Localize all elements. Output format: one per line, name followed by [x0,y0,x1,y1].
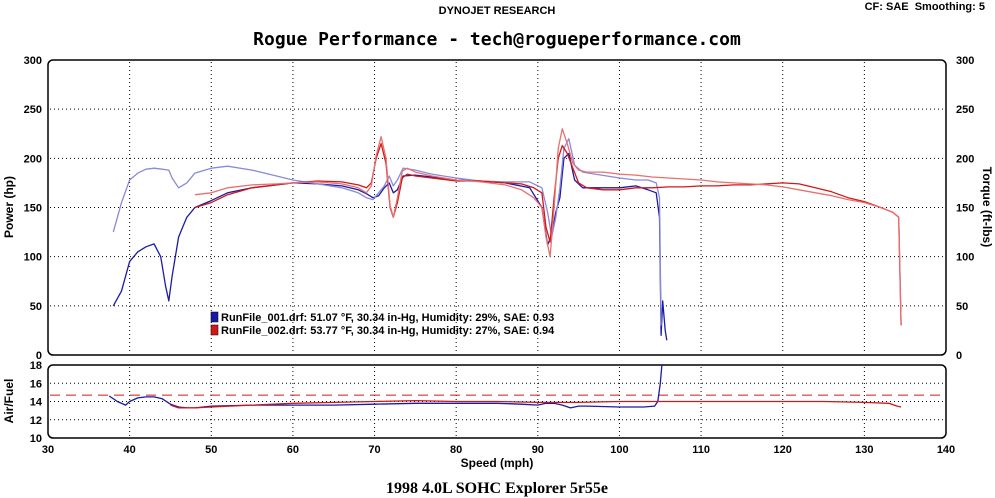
air-fuel-panel: 10 12 14 16 18 Air/Fuel [2,360,947,445]
power-axis-label: Power (hp) [2,176,16,238]
speed-tick-label: 100 [610,444,628,456]
torque-tick-label: 100 [956,252,974,264]
speed-tick-label: 90 [532,444,544,456]
torque-axis-label: Torque (ft-lbs) [980,167,994,247]
torque-tick-label: 300 [956,55,974,67]
af-tick-label: 10 [30,433,42,445]
run2-power-line [194,142,902,326]
af-tick-label: 18 [30,360,42,372]
speed-tick-label: 130 [855,444,873,456]
speed-tick-label: 60 [287,444,299,456]
speed-tick-label: 80 [450,444,462,456]
run2-airfuel-line [170,399,902,409]
legend: RunFile_001.drf: 51.07 °F, 30.34 in-Hg, … [210,311,555,337]
legend-swatch-run1 [210,311,219,323]
power-tick-label: 150 [24,203,42,215]
settings-label: CF: SAE Smoothing: 5 [865,1,985,13]
speed-tick-label: 70 [368,444,380,456]
power-tick-label: 300 [24,55,42,67]
run1-torque-line [112,138,662,326]
run1-airfuel-line [108,364,663,409]
main-series-group [112,128,902,341]
torque-tick-label: 200 [956,153,974,165]
power-tick-label: 0 [36,350,42,362]
run1-power-line [112,152,668,341]
speed-axis-label: Speed (mph) [461,456,534,470]
af-tick-label: 14 [30,397,43,409]
speed-tick-label: 110 [692,444,710,456]
run2-torque-line [194,128,902,326]
speed-tick-label: 120 [774,444,792,456]
power-torque-panel: 0 50 100 150 200 250 300 0 50 100 150 200 250 300 Po… [2,55,994,362]
power-tick-label: 250 [24,104,42,116]
speed-axis-ticks: 30 40 50 60 70 80 90 100 110 120 130 140 [42,444,955,456]
power-axis-ticks: 0 50 100 150 200 250 300 [24,55,42,362]
speed-tick-label: 30 [42,444,54,456]
torque-tick-label: 50 [956,301,968,313]
torque-tick-label: 250 [956,104,974,116]
speed-tick-label: 50 [205,444,217,456]
legend-entry-run1: RunFile_001.drf: 51.07 °F, 30.34 in-Hg, … [221,312,554,324]
af-tick-label: 16 [30,378,42,390]
chart-caption: 1998 4.0L SOHC Explorer 5r55e [386,480,608,497]
torque-axis-ticks: 0 50 100 150 200 250 300 [956,55,974,362]
torque-tick-label: 150 [956,203,974,215]
af-tick-label: 12 [30,415,42,427]
vendor-label: DYNOJET RESEARCH [439,5,556,17]
power-tick-label: 100 [24,252,42,264]
main-plot-frame [47,59,947,356]
af-axis-ticks: 10 12 14 16 18 [30,360,43,445]
speed-tick-label: 40 [124,444,136,456]
torque-tick-label: 0 [956,350,962,362]
legend-entry-run2: RunFile_002.drf: 53.77 °F, 30.34 in-Hg, … [221,325,555,337]
power-tick-label: 200 [24,153,42,165]
speed-tick-label: 140 [937,444,955,456]
power-tick-label: 50 [30,301,42,313]
chart-title: Rogue Performance - tech@rogueperformanc… [253,29,741,50]
af-series-group [108,364,902,409]
af-axis-label: Air/Fuel [2,379,16,424]
legend-swatch-run2 [210,324,219,336]
main-grid [50,62,944,353]
